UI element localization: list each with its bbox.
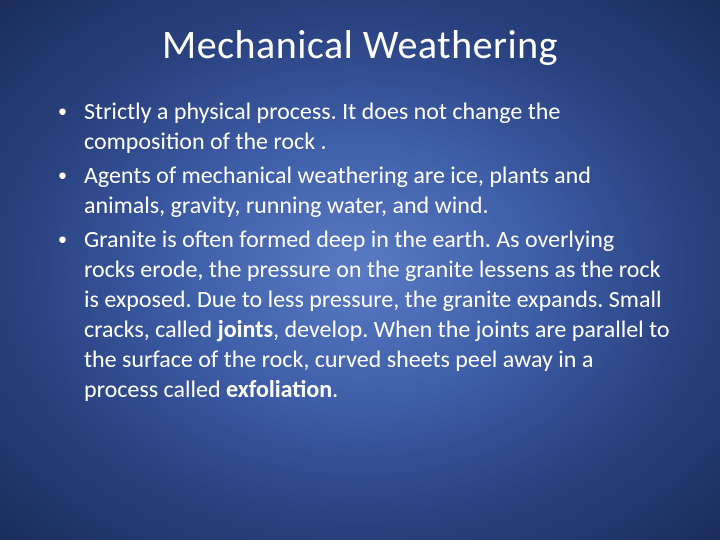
text-segment: Strictly a physical process. It does not… [84, 97, 560, 156]
bullet-marker: • [58, 97, 84, 123]
bullet-item: •Granite is often formed deep in the ear… [58, 225, 670, 405]
bullet-marker: • [58, 225, 84, 251]
text-segment: . [332, 375, 338, 404]
bullet-item: •Agents of mechanical weathering are ice… [58, 161, 670, 221]
bullet-text: Agents of mechanical weathering are ice,… [84, 161, 670, 221]
slide-content: •Strictly a physical process. It does no… [50, 97, 670, 405]
bullet-text: Granite is often formed deep in the eart… [84, 225, 670, 405]
text-segment: Agents of mechanical weathering are ice,… [84, 161, 591, 220]
bold-term: joints [218, 315, 273, 344]
bullet-text: Strictly a physical process. It does not… [84, 97, 670, 157]
slide-title: Mechanical Weathering [50, 20, 670, 69]
bullet-item: •Strictly a physical process. It does no… [58, 97, 670, 157]
bullet-marker: • [58, 161, 84, 187]
slide: Mechanical Weathering •Strictly a physic… [0, 0, 720, 540]
bold-term: exfoliation [226, 375, 332, 404]
